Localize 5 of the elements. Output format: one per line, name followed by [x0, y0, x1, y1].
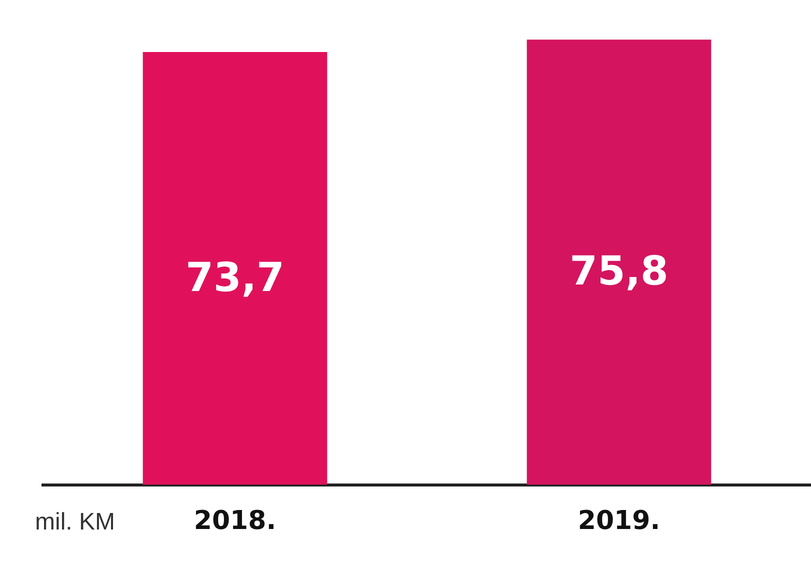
data-label: 75,8	[570, 248, 668, 295]
text: mil. KM	[35, 508, 115, 536]
data-label: 73,7	[186, 254, 284, 301]
x-tick-label: 2018.	[194, 506, 276, 536]
x-tick-label: 2019.	[578, 506, 660, 536]
